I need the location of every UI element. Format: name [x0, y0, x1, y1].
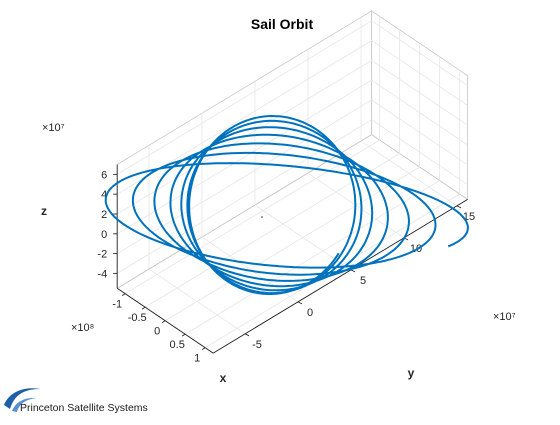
- x-axis-label: x: [220, 371, 227, 385]
- y-axis-label: y: [408, 366, 415, 380]
- x-tick-label: 0: [154, 326, 160, 338]
- z-tick-label: 4: [101, 189, 107, 201]
- grid-line-backwall-z: [371, 60, 468, 126]
- grid-line-wall-z: [116, 119, 372, 274]
- x-tick-label: -1: [112, 299, 122, 311]
- central-body-marker: [261, 216, 263, 218]
- y-tick-label: 5: [360, 275, 366, 287]
- y-tick-label: 15: [463, 211, 475, 223]
- x-exponent-label: ×10⁸: [71, 322, 94, 334]
- orbit-trajectory: [104, 115, 469, 295]
- company-logo: Princeton Satellite Systems: [4, 388, 148, 414]
- company-name: Princeton Satellite Systems: [20, 402, 148, 414]
- axis-lines: [113, 164, 468, 354]
- x-tick-mark: [181, 333, 186, 337]
- x-tick-mark: [121, 293, 126, 296]
- grid-lines: [116, 16, 468, 348]
- y-tick-mark: [350, 269, 356, 273]
- z-tick-label: 2: [101, 209, 107, 221]
- grid-line-floor-y: [148, 268, 246, 335]
- z-axis-label: z: [41, 204, 47, 218]
- z-tick-label: -4: [97, 268, 107, 280]
- grid-line-floor-x: [144, 153, 400, 308]
- swoosh-logo-icon: [4, 388, 40, 409]
- grid-line-floor-x: [124, 139, 380, 294]
- grid-line-backwall-z: [371, 40, 468, 106]
- grid-line-backwall-z: [371, 79, 468, 146]
- y-tick-mark: [244, 333, 250, 337]
- y-tick-label: 0: [307, 307, 313, 319]
- x-tick-label: 1: [194, 353, 200, 365]
- x-tick-mark: [141, 306, 146, 310]
- grid-line-floor-x: [184, 180, 440, 335]
- grid-line-backwall-z: [371, 119, 468, 185]
- y-axis-line: [212, 199, 468, 354]
- y-tick-mark: [456, 205, 462, 209]
- grid-line-floor-y: [360, 140, 458, 207]
- y-tick-mark: [297, 301, 303, 305]
- chart-title: Sail Orbit: [251, 16, 314, 32]
- grid-line-floor-y: [201, 236, 299, 303]
- grid-line-wall-z: [116, 79, 372, 235]
- x-tick-label: 0.5: [170, 339, 185, 351]
- orbit-series-line: [104, 115, 469, 295]
- x-tick-mark: [201, 347, 206, 350]
- grid-line-floor-x: [164, 166, 420, 321]
- z-tick-label: 6: [101, 169, 107, 181]
- z-tick-label: -2: [97, 249, 107, 261]
- x-tick-mark: [161, 320, 166, 323]
- z-tick-label: 0: [101, 229, 107, 241]
- grid-line-backwall-z: [371, 99, 468, 166]
- grid-line-wall-z: [116, 99, 372, 254]
- grid-line-backwall-z: [371, 20, 468, 86]
- grid-line-wall-z: [116, 20, 372, 175]
- z-exponent-label: ×10⁷: [42, 122, 65, 134]
- x-tick-label: -0.5: [128, 312, 147, 324]
- y-exponent-label: ×10⁷: [493, 311, 516, 323]
- y-tick-label: -5: [252, 339, 262, 351]
- swoosh-logo-icon-small: [12, 397, 37, 412]
